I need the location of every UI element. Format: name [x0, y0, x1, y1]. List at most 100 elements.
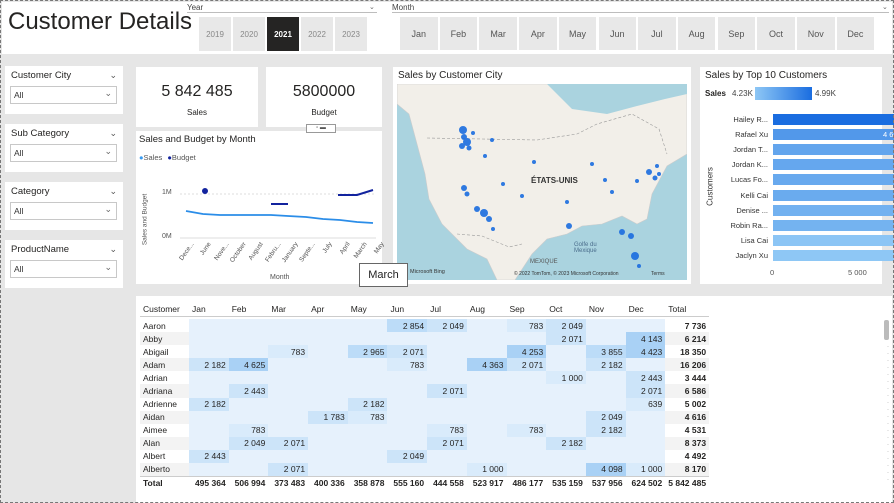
page-title: Customer Details — [8, 8, 193, 35]
month-tile-nov[interactable]: Nov — [797, 17, 835, 50]
matrix-header[interactable]: Customer — [143, 303, 180, 314]
sales-budget-line-chart[interactable]: ▫ ▬ Sales and Budget by Month ●Sales ●Bu… — [136, 124, 386, 284]
matrix-scrollbar[interactable] — [884, 320, 889, 340]
month-tile-sep[interactable]: Sep — [717, 17, 756, 50]
matrix-cell — [308, 463, 348, 477]
filter-dropdown[interactable]: All ⌄ — [10, 86, 117, 104]
bar-0[interactable] — [773, 114, 894, 125]
matrix-header[interactable]: Oct — [549, 303, 563, 314]
year-tile-2020[interactable]: 2020 — [233, 17, 265, 51]
year-tile-2021[interactable]: 2021 — [267, 17, 299, 51]
month-tile-feb[interactable]: Feb — [439, 17, 478, 50]
matrix-cell — [546, 384, 586, 398]
customer-name[interactable]: Abby — [140, 332, 189, 346]
column-total: 555 160 — [393, 477, 425, 488]
matrix-header[interactable]: Jul — [430, 303, 441, 314]
row-total: 16 206 — [665, 358, 710, 372]
total-label: Total — [143, 477, 163, 488]
month-slicer-chevron-icon[interactable]: ⌄ — [882, 4, 888, 11]
bar-3[interactable] — [773, 159, 894, 171]
year-tile-2019[interactable]: 2019 — [199, 17, 231, 51]
matrix-cell: 783 — [228, 423, 269, 437]
bar-9[interactable] — [773, 249, 894, 261]
bar-8[interactable] — [773, 234, 894, 246]
chevron-down-icon[interactable]: ⌄ — [109, 244, 117, 254]
map-canvas[interactable] — [397, 84, 687, 280]
column-total: 400 336 — [314, 477, 345, 488]
filter-dropdown[interactable]: All ⌄ — [10, 144, 117, 162]
map-terms-link[interactable]: Terms — [651, 271, 665, 277]
matrix-cell — [506, 436, 547, 450]
customer-name[interactable]: Adriana — [140, 384, 189, 398]
bar-1[interactable] — [773, 129, 894, 141]
chevron-down-icon[interactable]: ⌄ — [109, 186, 117, 196]
matrix-header[interactable]: Aug — [469, 303, 485, 314]
customer-name[interactable]: Adam — [140, 358, 189, 372]
visual-header-icons[interactable]: ▫ ▬ — [306, 124, 336, 133]
sales-kpi-card: 5 842 485 Sales — [136, 67, 258, 127]
bar-5[interactable] — [773, 189, 894, 201]
bar-4[interactable] — [773, 174, 894, 186]
matrix-header[interactable]: Sep — [509, 303, 525, 314]
matrix-cell — [427, 332, 467, 346]
customer-name[interactable]: Alan — [140, 436, 189, 450]
customer-name[interactable]: Alberto — [140, 463, 189, 477]
matrix-header[interactable]: Mar — [271, 303, 287, 314]
year-slicer-chevron-icon[interactable]: ⌄ — [369, 4, 375, 11]
column-total: 486 177 — [512, 477, 544, 488]
matrix-header[interactable]: Jun — [390, 303, 405, 314]
filter-dropdown[interactable]: All ⌄ — [10, 202, 117, 220]
matrix-header[interactable]: Feb — [231, 303, 247, 314]
customer-name[interactable]: Aimee — [143, 425, 168, 436]
month-tile-mar[interactable]: Mar — [479, 17, 517, 50]
matrix-cell — [466, 410, 507, 424]
chevron-down-icon[interactable]: ⌄ — [109, 70, 117, 80]
month-tile-jan[interactable]: Jan — [400, 17, 438, 50]
customer-name[interactable]: Abigail — [143, 346, 169, 357]
filter-dropdown[interactable]: All ⌄ — [10, 260, 117, 278]
month-tile-may[interactable]: May — [558, 17, 597, 50]
matrix-cell: 2 071 — [387, 345, 428, 359]
bar-6[interactable] — [773, 204, 894, 216]
month-tile-jun[interactable]: Jun — [598, 17, 636, 50]
matrix-cell — [268, 371, 309, 385]
chevron-down-icon[interactable]: ⌄ — [109, 128, 117, 138]
matrix-header[interactable]: May — [350, 303, 367, 314]
matrix-cell: 783 — [347, 410, 388, 424]
matrix-cell — [308, 332, 348, 346]
month-tile-oct[interactable]: Oct — [757, 17, 795, 50]
column-total: 537 956 — [591, 477, 623, 488]
dropdown-chevron-icon: ⌄ — [104, 88, 112, 98]
matrix-cell: 1 000 — [625, 463, 666, 477]
matrix-header[interactable]: Nov — [588, 303, 604, 314]
customer-name[interactable]: Albert — [143, 451, 166, 462]
month-tile-jul[interactable]: Jul — [638, 17, 676, 50]
matrix-cell — [347, 384, 388, 398]
customer-name[interactable]: Adrian — [143, 372, 168, 383]
year-tile-2022[interactable]: 2022 — [301, 17, 333, 51]
matrix-cell — [506, 384, 547, 398]
matrix-cell: 2 071 — [427, 436, 467, 450]
matrix-cell — [347, 332, 388, 346]
customer-name[interactable]: Adrienne — [143, 399, 178, 410]
customer-name[interactable]: Aaron — [143, 320, 166, 331]
matrix-cell — [347, 358, 388, 372]
matrix-header[interactable]: Total — [668, 303, 687, 314]
matrix-header[interactable]: Jan — [192, 303, 206, 314]
matrix-header[interactable]: Dec — [628, 303, 644, 314]
row-total: 5 002 — [684, 399, 707, 410]
customer-name[interactable]: Aidan — [140, 410, 189, 424]
matrix-scroll-track[interactable]: · · · · · · · · · · · · · · · · · · · · — [887, 344, 889, 483]
matrix-cell — [308, 358, 348, 372]
bar-7[interactable] — [773, 219, 894, 231]
month-tile-dec[interactable]: Dec — [836, 17, 875, 50]
top10-customers-chart[interactable]: Sales by Top 10 Customers Sales 4.23K 4.… — [700, 67, 894, 284]
month-tile-apr[interactable]: Apr — [519, 17, 557, 50]
year-tile-2023[interactable]: 2023 — [335, 17, 367, 51]
matrix-cell — [466, 397, 507, 411]
month-tile-aug[interactable]: Aug — [677, 17, 716, 50]
sales-by-city-map[interactable]: Sales by Customer City ÉTATS-UNIS MEXIQU… — [393, 67, 691, 284]
bar-2[interactable] — [773, 144, 894, 156]
matrix-header[interactable]: Apr — [311, 303, 325, 314]
map-mexico-label: MEXIQUE — [530, 259, 558, 265]
